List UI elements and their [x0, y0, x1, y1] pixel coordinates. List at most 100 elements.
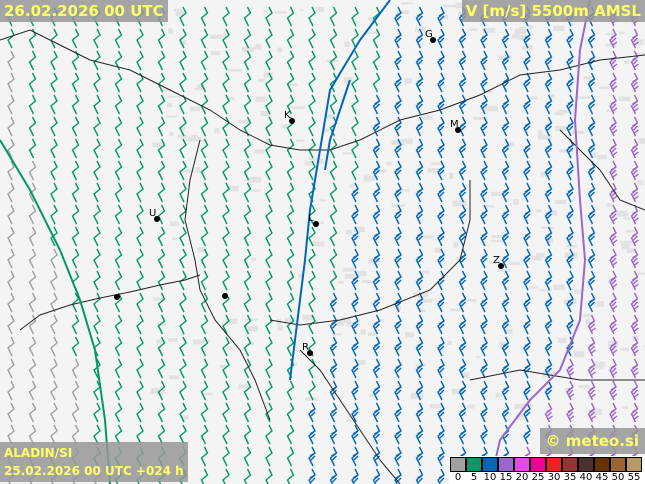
wind-barb — [481, 139, 487, 158]
wind-barb — [331, 425, 337, 444]
wind-barb — [567, 271, 573, 290]
wind-barb — [438, 381, 444, 400]
wind-barb — [567, 315, 573, 334]
wind-barb — [51, 205, 57, 224]
wind-barb — [460, 95, 466, 114]
wind-barb — [417, 205, 423, 224]
terrain-patch — [528, 25, 533, 29]
wind-barb — [610, 73, 617, 92]
wind-barb — [116, 271, 122, 290]
wind-barb — [245, 73, 251, 92]
wind-barb — [30, 227, 36, 246]
wind-barb — [94, 293, 100, 312]
terrain-patch — [491, 240, 503, 242]
city-label: Z — [493, 255, 500, 266]
terrain-patch — [450, 309, 460, 312]
wind-barb — [632, 293, 639, 312]
legend-label: 40 — [580, 472, 593, 484]
wind-barb — [30, 117, 36, 136]
wind-barb — [481, 293, 487, 312]
wind-barb — [245, 469, 251, 484]
wind-barb — [30, 403, 36, 422]
wind-barb — [589, 73, 595, 92]
terrain-patch — [566, 245, 577, 248]
wind-barb — [8, 29, 14, 48]
terrain-patch — [214, 128, 219, 133]
wind-barb — [159, 95, 165, 114]
terrain-patch — [174, 9, 182, 11]
wind-barb — [481, 249, 487, 268]
valid-time-label: 26.02.2026 00 UTC — [0, 0, 168, 22]
wind-barb — [288, 293, 294, 312]
wind-barb — [202, 117, 208, 136]
wind-barb — [159, 183, 165, 202]
wind-barb — [116, 139, 122, 158]
wind-barb — [8, 381, 14, 400]
wind-barb — [245, 95, 251, 114]
wind-barb — [288, 51, 294, 70]
wind-barb — [266, 227, 272, 246]
wind-barb — [245, 403, 251, 422]
wind-barb — [610, 249, 617, 268]
terrain-patch — [170, 221, 179, 226]
wind-barb — [331, 7, 337, 26]
wind-barb — [438, 95, 444, 114]
wind-barb — [546, 139, 552, 158]
wind-barb — [94, 315, 100, 334]
wind-barb — [374, 403, 380, 422]
wind-barb — [395, 337, 401, 356]
wind-barb — [374, 381, 380, 400]
wind-barb — [266, 29, 272, 48]
wind-barb — [30, 51, 36, 70]
wind-barb — [417, 359, 423, 378]
wind-barb — [374, 315, 380, 334]
terrain-patch — [555, 200, 566, 204]
wind-barb — [524, 183, 530, 202]
wind-barb — [94, 161, 100, 180]
wind-barb — [524, 73, 530, 92]
wind-barb — [202, 425, 208, 444]
terrain-patch — [397, 11, 409, 14]
wind-barb — [374, 73, 380, 92]
terrain-patch — [364, 176, 376, 182]
wind-barb — [438, 293, 444, 312]
wind-barb — [438, 51, 444, 70]
wind-barb — [460, 51, 466, 70]
wind-barb — [51, 183, 57, 202]
copyright-label: © meteo.si — [540, 428, 645, 454]
terrain-patch — [619, 32, 625, 34]
wind-barb — [309, 381, 315, 400]
wind-barb — [331, 403, 337, 422]
wind-barb — [137, 227, 143, 246]
wind-barb — [417, 425, 423, 444]
wind-barb — [116, 249, 122, 268]
wind-barb — [8, 183, 14, 202]
wind-barb — [352, 73, 358, 92]
legend-label: 20 — [516, 472, 529, 484]
terrain-patch — [165, 116, 177, 118]
wind-barb — [567, 205, 573, 224]
terrain-patch — [346, 420, 351, 422]
wind-barb — [524, 227, 530, 246]
wind-barb — [610, 403, 617, 422]
terrain-patch — [324, 129, 329, 133]
wind-barb — [374, 447, 380, 466]
color-legend: 0 5 10 15 20 25 30 35 40 45 50 55 — [449, 456, 645, 484]
wind-barb — [266, 249, 272, 268]
wind-barb — [331, 337, 337, 356]
terrain-patch — [277, 48, 282, 53]
wind-barb — [610, 381, 617, 400]
wind-barb — [546, 315, 552, 334]
terrain-patch — [193, 339, 204, 344]
terrain-patch — [190, 107, 200, 112]
wind-barb — [395, 381, 401, 400]
wind-barb — [116, 381, 122, 400]
wind-barb — [30, 337, 36, 356]
wind-barb — [288, 73, 294, 92]
terrain-patch — [423, 235, 434, 238]
wind-barb — [180, 183, 186, 202]
wind-barb — [395, 403, 401, 422]
terrain-patch — [210, 35, 222, 39]
wind-barb — [116, 117, 122, 136]
wind-barb — [331, 29, 337, 48]
